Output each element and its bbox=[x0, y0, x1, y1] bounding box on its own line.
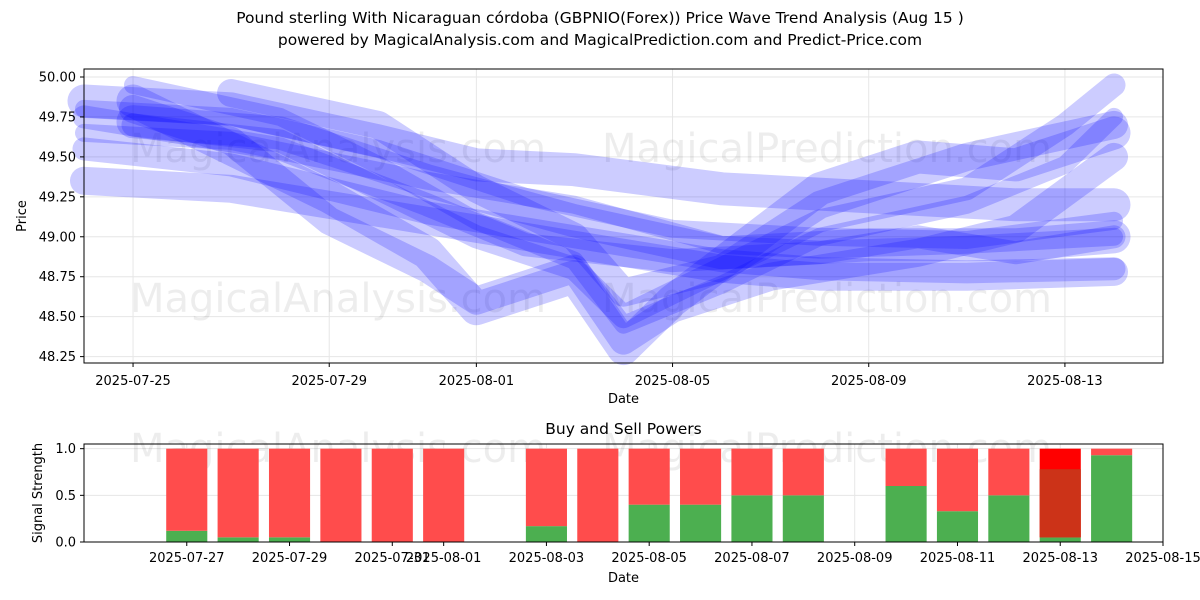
signal-y-tick-label: 0.5 bbox=[55, 489, 76, 504]
price-y-tick-label: 49.00 bbox=[39, 230, 76, 245]
signal-chart-title: Buy and Sell Powers bbox=[545, 420, 702, 438]
sell-power-bar bbox=[885, 448, 927, 486]
buy-power-bar bbox=[1091, 455, 1133, 542]
signal-x-axis-label: Date bbox=[608, 571, 639, 586]
price-wave-line bbox=[119, 94, 1128, 355]
signal-y-tick-label: 0.0 bbox=[55, 536, 76, 551]
buy-power-bar bbox=[628, 504, 670, 542]
watermark-prediction: MagicalPrediction.com bbox=[602, 276, 1052, 322]
buy-power-bar bbox=[1039, 537, 1081, 542]
chart-title: Pound sterling With Nicaraguan córdoba (… bbox=[236, 9, 964, 27]
signal-x-tick-label: 2025-08-01 bbox=[406, 551, 482, 566]
price-wave-line bbox=[75, 123, 1123, 259]
sell-power-bar bbox=[320, 448, 362, 542]
price-plot-area: MagicalAnalysis.com MagicalPrediction.com… bbox=[67, 68, 1164, 366]
buy-power-bar bbox=[217, 537, 259, 542]
sell-power-bar bbox=[577, 448, 619, 542]
signal-x-tick-label: 2025-08-05 bbox=[611, 551, 687, 566]
sell-power-bar bbox=[936, 448, 979, 512]
price-plot-frame bbox=[83, 68, 1164, 364]
sell-power-bar bbox=[423, 448, 465, 542]
price-x-tick-label: 2025-07-29 bbox=[291, 374, 367, 389]
sell-power-bar bbox=[628, 448, 670, 505]
price-wave-line bbox=[116, 105, 1131, 270]
signal-x-tick-label: 2025-08-13 bbox=[1022, 551, 1098, 566]
price-wave-line bbox=[121, 73, 1126, 329]
price-y-tick-label: 48.50 bbox=[39, 310, 76, 325]
price-wave-line bbox=[75, 99, 1123, 249]
sell-power-bar bbox=[166, 448, 208, 531]
signal-plot-background bbox=[84, 444, 1163, 542]
signal-x-tick-label: 2025-07-29 bbox=[252, 551, 328, 566]
watermark-analysis: MagicalAnalysis.com bbox=[130, 276, 546, 322]
price-x-tick-label: 2025-07-25 bbox=[95, 374, 171, 389]
price-x-tick-label: 2025-08-05 bbox=[635, 374, 711, 389]
signal-x-tick-label: 2025-08-07 bbox=[714, 551, 790, 566]
price-wave-line bbox=[116, 84, 1131, 366]
buy-power-bar bbox=[268, 537, 311, 542]
buy-power-bar bbox=[166, 530, 208, 542]
buy-power-bar bbox=[731, 495, 773, 542]
signal-y-axis-label: Signal Strength bbox=[31, 443, 46, 543]
signal-x-tick-label: 2025-08-11 bbox=[920, 551, 996, 566]
sell-power-bar bbox=[217, 448, 259, 538]
watermark-analysis: MagicalAnalysis.com bbox=[130, 126, 546, 172]
signal-x-tick-label: 2025-08-03 bbox=[509, 551, 585, 566]
price-y-axis-label: Price bbox=[15, 200, 30, 232]
price-x-tick-label: 2025-08-13 bbox=[1027, 374, 1103, 389]
price-wave-line bbox=[124, 76, 1123, 334]
sell-power-bar bbox=[680, 448, 722, 505]
sell-power-bar bbox=[988, 448, 1030, 496]
price-x-tick-label: 2025-08-01 bbox=[439, 374, 515, 389]
sell-power-bar bbox=[1091, 448, 1133, 456]
buy-power-bar bbox=[988, 495, 1030, 542]
buy-power-bar bbox=[680, 504, 722, 542]
buy-power-bar bbox=[525, 526, 567, 542]
sell-power-bar bbox=[525, 448, 567, 527]
price-wave-line bbox=[217, 79, 1128, 307]
overlap-power-bar bbox=[1039, 469, 1081, 538]
buy-power-bar bbox=[936, 511, 979, 542]
price-wave-line bbox=[67, 84, 1131, 222]
signal-x-tick-label: 2025-07-31 bbox=[355, 551, 431, 566]
sell-power-bar bbox=[782, 448, 824, 496]
price-y-tick-label: 48.75 bbox=[39, 270, 76, 285]
price-wave-line bbox=[72, 137, 1126, 284]
sell-power-bar bbox=[371, 448, 413, 542]
price-y-tick-label: 50.00 bbox=[39, 70, 76, 85]
buy-power-bar bbox=[885, 486, 927, 542]
price-plot-background bbox=[84, 69, 1163, 363]
price-y-tick-label: 49.50 bbox=[39, 150, 76, 165]
sell-power-bar bbox=[731, 448, 773, 496]
price-wave-line bbox=[70, 166, 1128, 291]
price-y-tick-label: 49.25 bbox=[39, 190, 76, 205]
signal-x-tick-label: 2025-08-09 bbox=[817, 551, 893, 566]
signal-y-tick-label: 1.0 bbox=[55, 442, 76, 457]
price-x-axis-label: Date bbox=[608, 392, 639, 407]
watermark-prediction: MagicalPrediction.com bbox=[602, 126, 1052, 172]
buy-power-bar bbox=[782, 495, 824, 542]
price-x-tick-label: 2025-08-09 bbox=[831, 374, 907, 389]
chart-subtitle: powered by MagicalAnalysis.com and Magic… bbox=[277, 31, 923, 49]
signal-x-tick-label: 2025-08-15 bbox=[1125, 551, 1200, 566]
price-y-tick-label: 49.75 bbox=[39, 110, 76, 125]
signal-plot-frame bbox=[83, 443, 1164, 543]
price-y-tick-label: 48.25 bbox=[39, 350, 76, 365]
signal-x-tick-label: 2025-07-27 bbox=[149, 551, 225, 566]
price-wave-line bbox=[72, 105, 1126, 273]
sell-power-bar bbox=[268, 448, 311, 538]
